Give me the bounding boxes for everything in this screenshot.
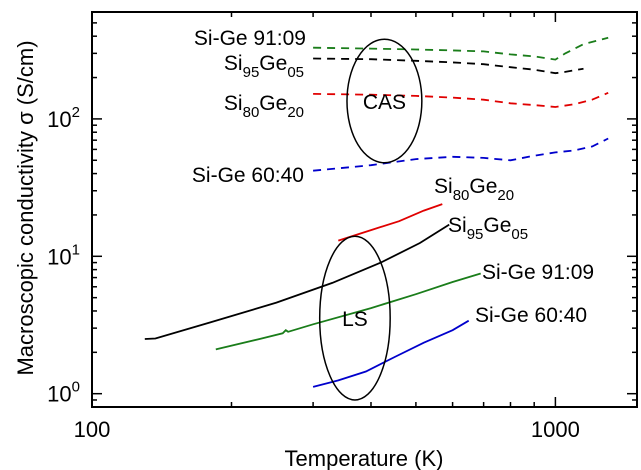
x-tick-label: 100 bbox=[74, 417, 111, 442]
series-layer bbox=[144, 36, 609, 388]
group-layer: CAS LS bbox=[318, 38, 423, 401]
series-label-ls-si95ge05: Si95Ge05 bbox=[448, 214, 528, 243]
group-label-cas: CAS bbox=[363, 91, 406, 114]
plot-frame bbox=[91, 11, 638, 408]
series-line-ls-si-ge-60-40 bbox=[312, 319, 470, 388]
group-label-ls: LS bbox=[342, 308, 368, 331]
series-line-cas-si80ge20 bbox=[313, 91, 609, 108]
ticks-layer: 100 1000 100 101 102 bbox=[47, 11, 637, 442]
series-line-ls-si95ge05 bbox=[144, 223, 450, 340]
series-label-cas-si-ge-91-09: Si-Ge 91:09 bbox=[194, 27, 306, 50]
y-tick-label: 102 bbox=[47, 104, 80, 132]
series-line-cas-si-ge-60-40 bbox=[313, 137, 609, 172]
y-tick-label: 101 bbox=[47, 241, 80, 269]
series-line-ls-si-ge-91-09 bbox=[215, 272, 481, 351]
x-axis-label: Temperature (K) bbox=[285, 446, 444, 470]
series-line-ls-si80ge20 bbox=[338, 203, 443, 242]
group-ellipse-cas bbox=[346, 38, 423, 164]
y-tick-label: 100 bbox=[47, 379, 80, 407]
series-label-ls-si80ge20: Si80Ge20 bbox=[434, 175, 514, 204]
series-label-cas-si80ge20: Si80Ge20 bbox=[224, 92, 304, 121]
series-label-cas-si-ge-60-40: Si-Ge 60:40 bbox=[192, 164, 304, 187]
series-line-cas-si95ge05 bbox=[313, 57, 584, 75]
y-axis-label: Macroscopic conductivity σ (S/cm) bbox=[13, 40, 38, 375]
series-line-cas-si-ge-91-09 bbox=[313, 36, 609, 61]
group-ellipse-ls bbox=[318, 235, 391, 401]
series-label-ls-si-ge-60-40: Si-Ge 60:40 bbox=[475, 304, 587, 327]
x-tick-label: 1000 bbox=[531, 417, 580, 442]
series-label-ls-si-ge-91-09: Si-Ge 91:09 bbox=[482, 261, 594, 284]
series-label-cas-si95ge05: Si95Ge05 bbox=[224, 52, 304, 81]
